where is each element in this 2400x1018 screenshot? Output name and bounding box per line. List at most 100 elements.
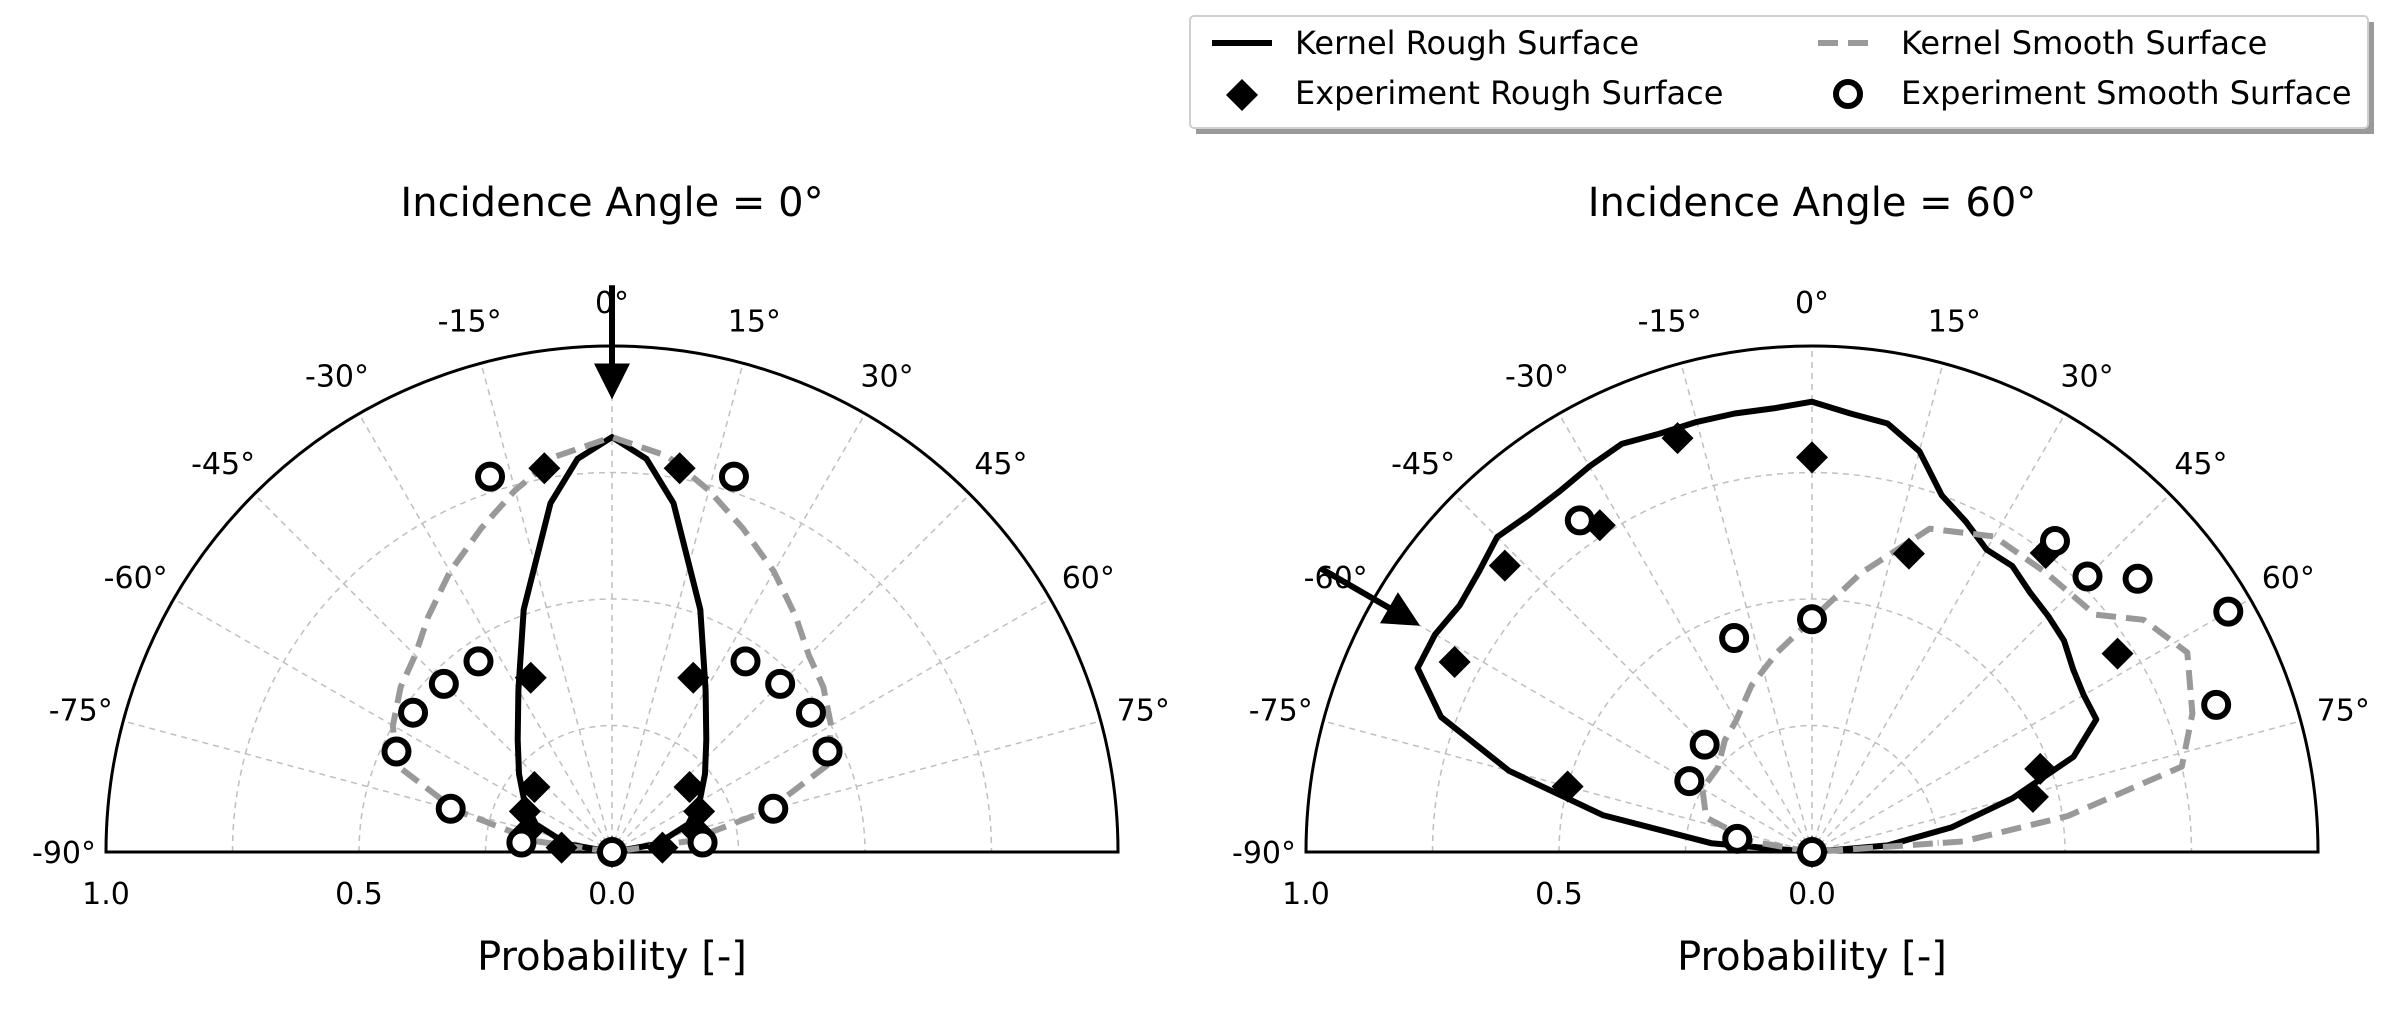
angle-tick-label: -60°	[104, 561, 168, 596]
angular-gridline	[611, 493, 971, 853]
x-axis-label: Probability [-]	[1677, 934, 1947, 980]
chart-title: Incidence Angle = 0°	[400, 180, 823, 226]
data-point-experiment-smooth	[1797, 837, 1827, 867]
data-point-experiment-rough	[663, 452, 696, 485]
data-point-experiment-smooth	[2201, 689, 2232, 720]
data-point-experiment-rough	[1796, 441, 1828, 474]
radial-tick-label: 0.0	[588, 877, 636, 912]
angle-tick-label: 15°	[1928, 305, 1981, 340]
angle-tick-label: -75°	[1249, 694, 1313, 729]
data-point-experiment-rough	[1892, 537, 1925, 570]
angular-gridline	[1680, 363, 1813, 853]
data-point-experiment-smooth	[1689, 729, 1720, 760]
polar-chart-incidence-60: -90°-75°-60°-45°-30°-15°0°15°30°45°60°75…	[1232, 180, 2370, 980]
data-point-experiment-smooth	[758, 793, 789, 824]
data-point-experiment-smooth	[1719, 623, 1750, 654]
angular-gridline	[1811, 363, 1944, 853]
angle-tick-label: -45°	[191, 447, 255, 482]
data-point-experiment-smooth	[463, 646, 494, 677]
radial-tick-label: 1.0	[82, 877, 130, 912]
angle-tick-label: 30°	[2060, 360, 2113, 395]
data-point-experiment-rough	[514, 661, 547, 694]
chart-title: Incidence Angle = 60°	[1588, 180, 2037, 226]
angle-tick-label: -30°	[1505, 360, 1569, 395]
data-point-experiment-rough	[2101, 637, 2134, 670]
polar-frame	[104, 344, 1120, 854]
data-point-experiment-rough	[673, 770, 706, 803]
series-line-kernel-smooth	[389, 434, 835, 855]
polar-chart-incidence-0: -90°-75°-60°-45°-30°-15°0°15°30°45°60°75…	[32, 180, 1170, 980]
angular-gridline	[358, 413, 613, 853]
data-point-experiment-rough	[2016, 780, 2049, 813]
legend-label-kernel-smooth: Kernel Smooth Surface	[1901, 24, 2267, 62]
data-point-experiment-smooth	[812, 736, 843, 767]
angular-gridline	[611, 720, 1101, 853]
data-point-experiment-smooth	[687, 827, 718, 858]
data-point-experiment-smooth	[730, 646, 761, 677]
angular-gridline	[123, 720, 613, 853]
data-point-experiment-rough	[508, 795, 541, 828]
data-point-experiment-smooth	[1797, 604, 1827, 635]
data-point-experiment-smooth	[1722, 823, 1753, 854]
data-point-experiment-smooth	[398, 697, 429, 728]
angular-gridline	[1811, 493, 2171, 853]
angle-tick-label: 0°	[1795, 286, 1829, 321]
data-point-experiment-rough	[1661, 422, 1694, 455]
data-point-experiment-smooth	[428, 668, 459, 699]
angular-gridline	[253, 493, 613, 853]
angular-gridline	[1811, 598, 2251, 853]
angular-gridline	[611, 413, 866, 853]
data-point-experiment-smooth	[795, 697, 826, 728]
data-point-experiment-rough	[1438, 645, 1471, 678]
data-point-experiment-smooth	[381, 736, 412, 767]
data-point-experiment-smooth	[2072, 561, 2103, 592]
angle-tick-label: 45°	[974, 447, 1027, 482]
data-point-experiment-smooth	[765, 668, 796, 699]
angle-tick-label: 75°	[1117, 694, 1170, 729]
angle-tick-label: -90°	[1232, 836, 1296, 871]
series-line-kernel-smooth	[1699, 525, 2196, 855]
angular-gridline	[611, 598, 1051, 853]
radial-tick-label: 0.5	[335, 877, 383, 912]
x-axis-label: Probability [-]	[477, 934, 747, 980]
series-line-kernel-rough	[514, 434, 710, 855]
data-point-experiment-rough	[1551, 770, 1584, 803]
angle-tick-label: -15°	[438, 305, 502, 340]
angle-tick-label: 45°	[2174, 447, 2227, 482]
data-point-experiment-smooth	[597, 837, 627, 867]
radial-tick-label: 0.5	[1535, 877, 1583, 912]
angular-gridline	[1558, 413, 1813, 853]
data-point-experiment-smooth	[506, 827, 537, 858]
data-point-experiment-rough	[528, 452, 561, 485]
angle-tick-label: -30°	[305, 360, 369, 395]
series-line-kernel-rough	[1414, 398, 2100, 855]
angular-gridline	[480, 363, 613, 853]
legend-frame	[1189, 15, 2369, 129]
data-point-experiment-rough	[545, 831, 578, 864]
angle-tick-label: 15°	[728, 305, 781, 340]
data-point-experiment-rough	[646, 831, 679, 864]
angle-tick-label: 60°	[2262, 561, 2315, 596]
legend: Kernel Rough Surface Kernel Smooth Surfa…	[1189, 15, 2374, 134]
angular-gridline	[1811, 720, 2301, 853]
legend-label-kernel-rough: Kernel Rough Surface	[1295, 24, 1639, 62]
legend-label-experiment-smooth: Experiment Smooth Surface	[1901, 74, 2352, 112]
legend-swatch-experiment-smooth	[1833, 79, 1863, 109]
radial-tick-label: 0.0	[1788, 877, 1836, 912]
angular-gridline	[611, 363, 744, 853]
data-point-experiment-rough	[2024, 752, 2057, 785]
data-point-experiment-rough	[1488, 549, 1521, 582]
legend-label-experiment-rough: Experiment Rough Surface	[1295, 74, 1723, 112]
data-point-experiment-smooth	[435, 793, 466, 824]
data-point-experiment-smooth	[1564, 505, 1595, 536]
legend-swatch-experiment-rough	[1226, 79, 1258, 111]
data-point-experiment-smooth	[1674, 766, 1705, 797]
data-point-experiment-smooth	[2122, 563, 2153, 594]
data-point-experiment-rough	[677, 661, 710, 694]
angle-tick-label: -90°	[32, 836, 96, 871]
angle-tick-label: 30°	[860, 360, 913, 395]
incidence-arrow	[1319, 566, 1421, 626]
data-point-experiment-smooth	[718, 461, 749, 492]
angle-tick-label: 60°	[1062, 561, 1115, 596]
